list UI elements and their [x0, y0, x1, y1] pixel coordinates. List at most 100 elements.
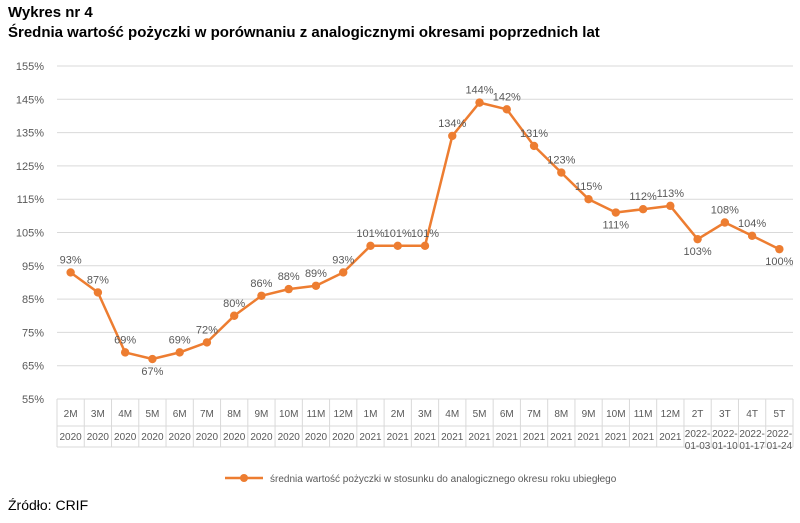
x-tick-label: 6M [500, 409, 514, 420]
x-tick-label: 7M [527, 409, 541, 420]
x-tick-sublabel: 2020 [305, 432, 328, 443]
x-tick-label: 4M [118, 409, 132, 420]
data-label: 103% [684, 246, 712, 258]
x-tick-sublabel: 2021 [632, 432, 655, 443]
x-tick-sublabel: 2021 [523, 432, 546, 443]
data-point [311, 281, 321, 290]
data-label: 108% [711, 205, 739, 217]
x-tick-label: 9M [254, 409, 268, 420]
x-tick-label: 12M [333, 409, 352, 420]
x-tick-sublabel: 01-10 [712, 441, 738, 452]
data-point [93, 288, 103, 297]
x-tick-label: 5M [473, 409, 487, 420]
data-point [666, 201, 675, 211]
x-tick-sublabel: 2021 [496, 432, 519, 443]
x-tick-label: 2T [692, 409, 704, 420]
data-point [747, 231, 757, 241]
data-label: 100% [765, 256, 793, 268]
chart-label: Wykres nr 4 [8, 4, 93, 21]
y-tick-label: 115% [17, 194, 45, 206]
data-label: 87% [87, 274, 109, 286]
y-tick-label: 155% [16, 61, 44, 73]
x-tick-label: 10M [279, 409, 298, 420]
legend-label: średnia wartość pożyczki w stosunku do a… [270, 474, 617, 485]
data-label: 93% [332, 254, 354, 266]
data-label: 93% [60, 254, 82, 266]
data-label: 101% [384, 228, 412, 240]
y-tick-label: 55% [22, 394, 44, 406]
x-tick-sublabel: 2020 [141, 432, 164, 443]
x-tick-label: 5M [145, 409, 159, 420]
x-tick-sublabel: 2020 [60, 432, 83, 443]
y-tick-label: 65% [22, 361, 44, 373]
x-tick-label: 3M [91, 409, 105, 420]
x-tick-label: 3M [418, 409, 432, 420]
x-tick-sublabel: 2020 [169, 432, 192, 443]
data-label: 89% [305, 268, 327, 280]
data-label: 86% [250, 278, 272, 290]
data-label: 113% [657, 188, 685, 200]
data-label: 142% [493, 91, 521, 103]
data-point [284, 284, 293, 294]
data-label: 134% [438, 118, 466, 130]
x-tick-sublabel: 2020 [114, 432, 137, 443]
x-tick-sublabel: 2020 [196, 432, 219, 443]
chart-title: Średnia wartość pożyczki w porównaniu z … [8, 24, 600, 41]
legend-marker [240, 474, 248, 482]
data-point [229, 311, 239, 320]
x-tick-sublabel: 2021 [359, 432, 382, 443]
data-point [584, 195, 593, 204]
x-tick-label: 12M [661, 409, 680, 420]
x-tick-sublabel: 01-03 [685, 441, 711, 452]
data-label: 80% [223, 298, 245, 310]
x-tick-sublabel: 01-17 [739, 441, 765, 452]
x-tick-label: 2M [391, 409, 405, 420]
x-tick-label: 8M [227, 409, 241, 420]
x-tick-sublabel: 2021 [605, 432, 628, 443]
data-point [502, 105, 511, 114]
x-tick-label: 9M [582, 409, 596, 420]
y-tick-label: 95% [22, 261, 44, 273]
data-label: 115% [575, 181, 603, 193]
data-point [693, 234, 702, 244]
data-point [148, 354, 157, 364]
data-label: 131% [520, 128, 548, 140]
y-tick-label: 145% [16, 94, 44, 106]
line-chart: 155% 145% 135% 125% 115% 105% 95% 85% 75% 65% 55% 2… [16, 61, 794, 485]
data-label: 88% [278, 271, 300, 283]
x-tick-label: 11M [307, 409, 326, 420]
data-label: 123% [547, 155, 575, 167]
data-point [448, 131, 457, 141]
x-tick-sublabel: 2021 [387, 432, 410, 443]
x-tick-sublabel: 2020 [87, 432, 110, 443]
y-tick-label: 75% [22, 327, 44, 339]
x-tick-sublabel: 2020 [250, 432, 273, 443]
data-point [339, 268, 348, 277]
data-point [66, 268, 75, 277]
x-tick-label: 2M [64, 409, 78, 420]
data-label: 112% [629, 191, 657, 203]
x-tick-sublabel: 2020 [223, 432, 246, 443]
x-tick-label: 5T [774, 409, 786, 420]
y-tick-label: 105% [16, 228, 44, 240]
data-point [393, 241, 402, 251]
x-tick-sublabel: 01-24 [767, 441, 793, 452]
x-tick-sublabel: 2022- [767, 429, 793, 440]
x-tick-sublabel: 2020 [278, 432, 301, 443]
x-tick-label: 4T [746, 409, 758, 420]
data-point [475, 98, 484, 107]
data-point [529, 141, 539, 151]
y-tick-label: 135% [16, 128, 44, 140]
data-point [557, 168, 566, 177]
data-point [257, 291, 266, 300]
x-tick-sublabel: 2021 [414, 432, 437, 443]
x-tick-label: 8M [554, 409, 568, 420]
x-tick-sublabel: 2022- [712, 429, 738, 440]
data-label: 69% [169, 334, 191, 346]
data-label: 144% [465, 85, 493, 97]
data-label: 111% [603, 220, 630, 232]
data-point [775, 244, 784, 254]
y-tick-label: 85% [22, 294, 44, 306]
x-tick-sublabel: 2022- [739, 429, 765, 440]
data-point [175, 348, 184, 357]
